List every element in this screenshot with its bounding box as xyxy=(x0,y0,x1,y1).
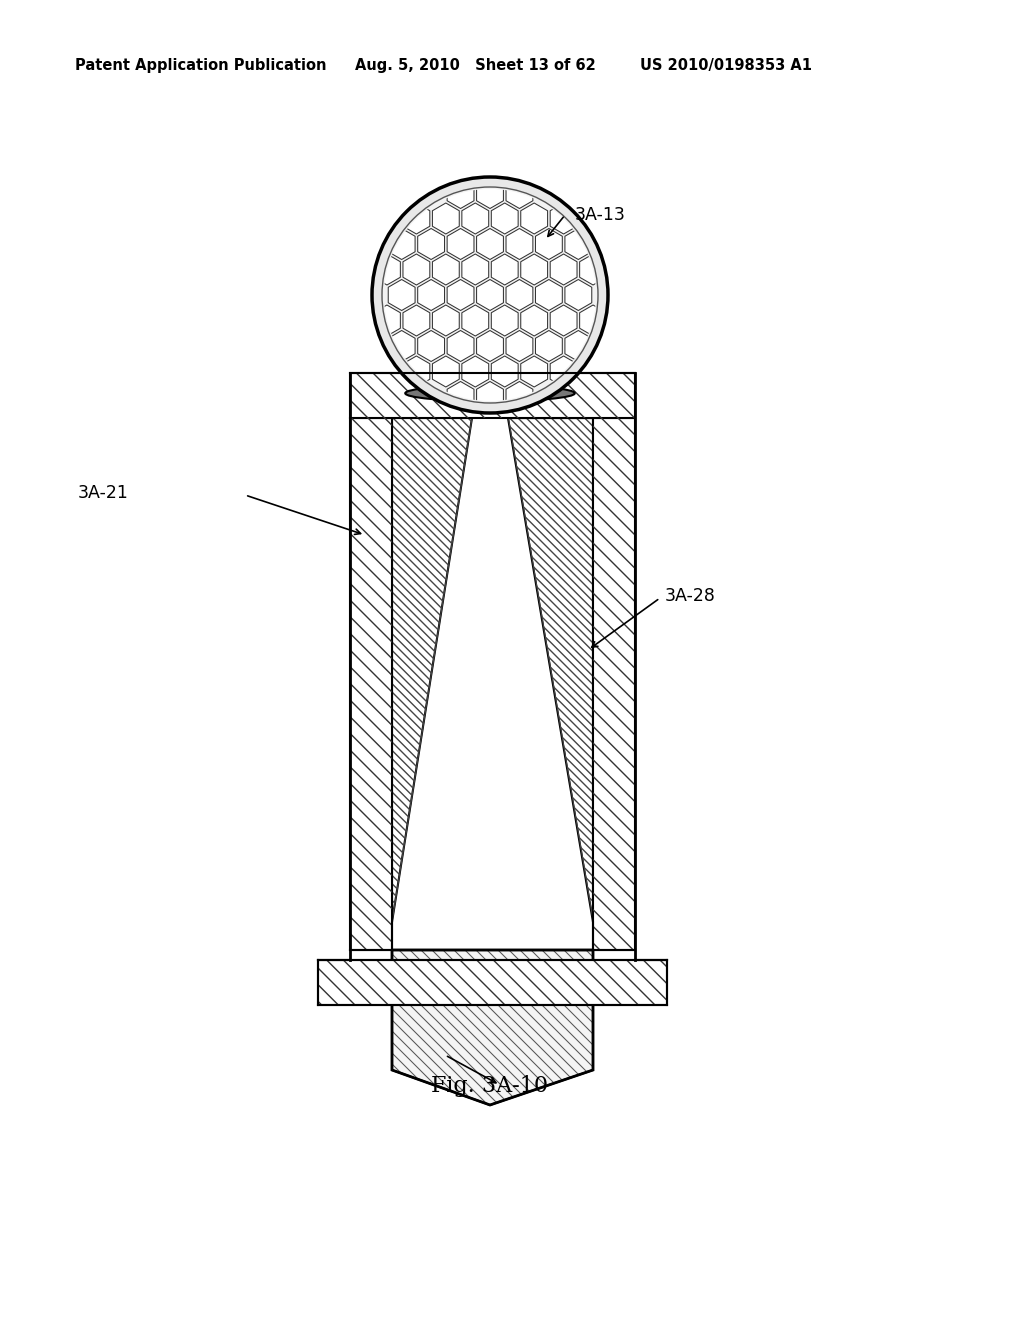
Polygon shape xyxy=(476,177,504,209)
Bar xyxy=(593,418,635,950)
Ellipse shape xyxy=(406,385,574,401)
Polygon shape xyxy=(521,305,548,337)
Polygon shape xyxy=(506,280,532,310)
Polygon shape xyxy=(550,305,578,337)
Polygon shape xyxy=(506,177,532,209)
Text: Patent Application Publication: Patent Application Publication xyxy=(75,58,327,73)
Polygon shape xyxy=(392,950,593,1105)
Polygon shape xyxy=(550,253,578,285)
Polygon shape xyxy=(506,228,532,260)
Polygon shape xyxy=(403,356,430,387)
Polygon shape xyxy=(565,330,592,362)
Polygon shape xyxy=(508,418,593,921)
Polygon shape xyxy=(403,305,430,337)
Polygon shape xyxy=(462,203,488,234)
Polygon shape xyxy=(447,381,474,412)
Polygon shape xyxy=(447,280,474,310)
Text: US 2010/0198353 A1: US 2010/0198353 A1 xyxy=(640,58,812,73)
Polygon shape xyxy=(447,228,474,260)
Polygon shape xyxy=(492,203,518,234)
Circle shape xyxy=(384,189,596,401)
Polygon shape xyxy=(418,330,444,362)
Polygon shape xyxy=(521,253,548,285)
Polygon shape xyxy=(550,356,578,387)
Text: Aug. 5, 2010   Sheet 13 of 62: Aug. 5, 2010 Sheet 13 of 62 xyxy=(355,58,596,73)
Polygon shape xyxy=(462,253,488,285)
Polygon shape xyxy=(388,280,415,310)
Polygon shape xyxy=(580,253,606,285)
Polygon shape xyxy=(580,305,606,337)
Polygon shape xyxy=(392,418,472,921)
Bar xyxy=(318,960,667,1005)
Polygon shape xyxy=(565,280,592,310)
Polygon shape xyxy=(403,253,430,285)
Bar xyxy=(593,418,635,950)
Circle shape xyxy=(382,187,598,403)
Polygon shape xyxy=(476,228,504,260)
Polygon shape xyxy=(476,381,504,412)
Polygon shape xyxy=(476,330,504,362)
Bar xyxy=(350,418,392,950)
Polygon shape xyxy=(476,280,504,310)
Bar xyxy=(318,960,667,1005)
Polygon shape xyxy=(565,228,592,260)
Circle shape xyxy=(372,177,608,413)
Polygon shape xyxy=(432,356,459,387)
Polygon shape xyxy=(432,305,459,337)
Polygon shape xyxy=(506,381,532,412)
Polygon shape xyxy=(388,228,415,260)
Polygon shape xyxy=(388,330,415,362)
Polygon shape xyxy=(374,305,400,337)
Polygon shape xyxy=(492,305,518,337)
Bar xyxy=(350,418,392,950)
Polygon shape xyxy=(462,356,488,387)
Text: 3A-28: 3A-28 xyxy=(665,587,716,605)
Polygon shape xyxy=(432,253,459,285)
Text: Fig. 3A-10: Fig. 3A-10 xyxy=(431,1074,549,1097)
Polygon shape xyxy=(536,280,562,310)
Polygon shape xyxy=(432,203,459,234)
Text: 3A-13: 3A-13 xyxy=(575,206,626,224)
Polygon shape xyxy=(506,330,532,362)
Bar xyxy=(350,374,635,418)
Polygon shape xyxy=(392,950,593,1105)
Polygon shape xyxy=(418,228,444,260)
Polygon shape xyxy=(447,330,474,362)
Polygon shape xyxy=(521,203,548,234)
Polygon shape xyxy=(403,203,430,234)
Text: 3A-21: 3A-21 xyxy=(78,484,129,502)
Polygon shape xyxy=(550,203,578,234)
Polygon shape xyxy=(462,305,488,337)
Polygon shape xyxy=(536,330,562,362)
Polygon shape xyxy=(536,228,562,260)
Polygon shape xyxy=(492,356,518,387)
Bar xyxy=(350,374,635,418)
Polygon shape xyxy=(492,253,518,285)
Polygon shape xyxy=(374,253,400,285)
Polygon shape xyxy=(521,356,548,387)
Polygon shape xyxy=(418,280,444,310)
Polygon shape xyxy=(447,177,474,209)
